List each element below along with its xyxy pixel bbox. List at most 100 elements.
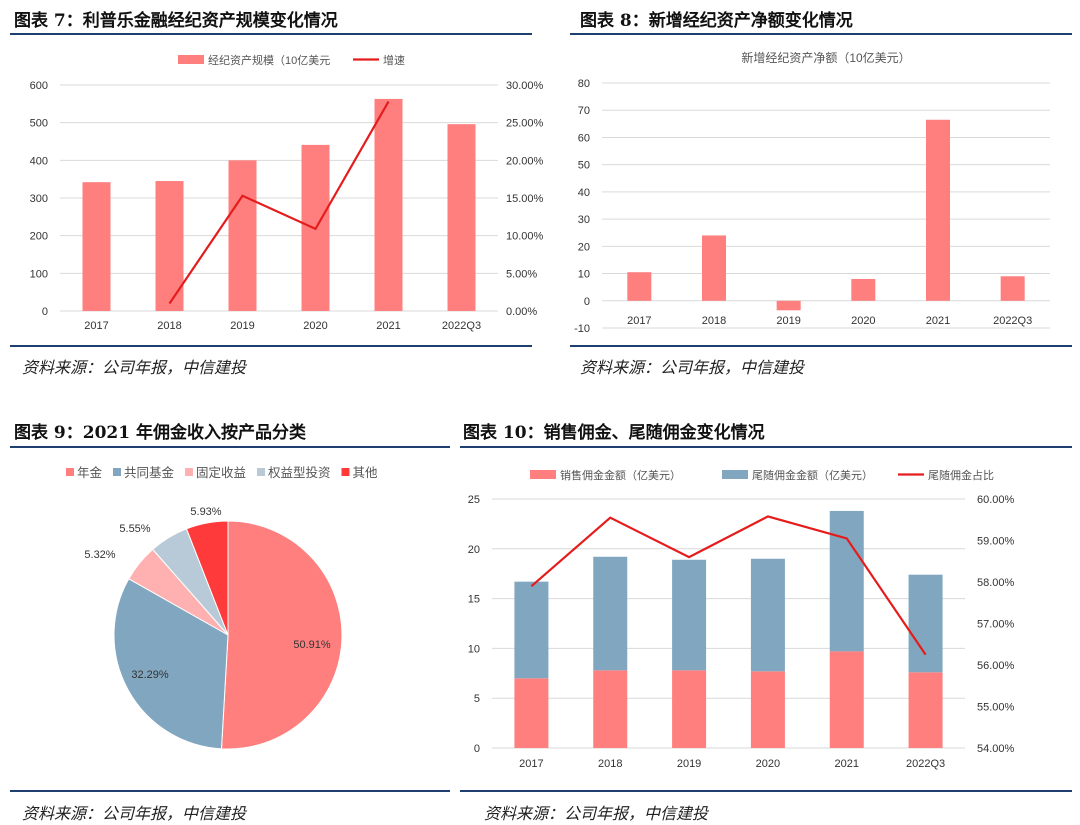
chart10-bar-trailing bbox=[829, 510, 864, 652]
chart9-value-label: 5.93% bbox=[190, 506, 221, 518]
chart9-legend-swatch bbox=[66, 468, 74, 476]
chart7-top-rule bbox=[10, 33, 532, 35]
chart7-xtick-label: 2019 bbox=[230, 320, 254, 332]
chart9-value-label: 32.29% bbox=[131, 669, 169, 681]
chart7-xtick-label: 2021 bbox=[376, 320, 400, 332]
chart10-ytick-label: 15 bbox=[468, 594, 480, 606]
chart7-title: 图表 7：利普乐金融经纪资产规模变化情况 bbox=[14, 11, 338, 31]
chart10-xtick-label: 2022Q3 bbox=[906, 758, 945, 770]
chart10-ytick-label: 10 bbox=[468, 643, 480, 655]
chart10-ytick-label: 5 bbox=[474, 693, 480, 705]
chart10-source: 资料来源：公司年报，中信建投 bbox=[484, 804, 709, 823]
chart7-source: 资料来源：公司年报，中信建投 bbox=[22, 358, 247, 377]
chart7-legend-label-line: 增速 bbox=[383, 53, 405, 67]
chart8-ytick-label: 30 bbox=[578, 214, 590, 226]
chart9-value-label: 5.32% bbox=[84, 549, 115, 561]
chart8-bar bbox=[926, 119, 950, 301]
chart9-bottom-rule bbox=[10, 790, 450, 792]
chart7-y2tick-label: 25.00% bbox=[506, 118, 544, 130]
chart10-bar-sales bbox=[672, 670, 707, 748]
chart9-legend-label: 权益型投资 bbox=[268, 465, 331, 480]
chart10-bar-trailing bbox=[672, 559, 707, 671]
chart10-xtick-label: 2020 bbox=[756, 758, 780, 770]
chart8-ytick-label: 50 bbox=[578, 160, 590, 172]
chart8-xtick-label: 2019 bbox=[776, 315, 800, 327]
chart9-legend-swatch bbox=[113, 468, 121, 476]
chart10-bar-trailing bbox=[750, 558, 785, 672]
chart10-bar-sales bbox=[514, 678, 549, 748]
chart10-bar-trailing bbox=[908, 574, 943, 673]
chart8-ytick-label: 0 bbox=[584, 296, 590, 308]
chart9-source: 资料来源：公司年报，中信建投 bbox=[22, 804, 247, 823]
chart8-bar bbox=[851, 279, 876, 301]
chart10-y2tick-label: 57.00% bbox=[977, 619, 1015, 631]
chart7-y2tick-label: 0.00% bbox=[506, 306, 537, 318]
chart10-legend-label-ratio: 尾随佣金占比 bbox=[928, 468, 994, 482]
chart10-ytick-label: 0 bbox=[474, 743, 480, 755]
chart7-xtick-label: 2017 bbox=[84, 320, 108, 332]
chart10-xtick-label: 2019 bbox=[677, 758, 701, 770]
chart8-xtick-label: 2017 bbox=[627, 315, 651, 327]
chart9-legend-swatch bbox=[341, 468, 350, 476]
chart10-ytick-label: 20 bbox=[468, 544, 480, 556]
chart8-ytick-label: 20 bbox=[578, 241, 590, 253]
chart8-title: 图表 8：新增经纪资产净额变化情况 bbox=[580, 11, 853, 31]
chart9-slice bbox=[113, 578, 229, 750]
chart8-ytick-label: 80 bbox=[578, 78, 590, 90]
chart10-y2tick-label: 60.00% bbox=[977, 494, 1015, 506]
chart7-ytick-label: 0 bbox=[42, 306, 48, 318]
chart9-top-rule bbox=[10, 446, 450, 448]
chart7-bar bbox=[82, 182, 111, 311]
chart9-slice bbox=[220, 520, 343, 750]
chart10-bar-trailing bbox=[514, 581, 549, 679]
chart8-bar bbox=[627, 272, 652, 301]
chart8-source: 资料来源：公司年报，中信建投 bbox=[580, 358, 805, 377]
chart7-y2tick-label: 15.00% bbox=[506, 193, 544, 205]
chart8-svg: -10 0 10 20 30 40 50 60 70 80 2017 2018 2019 2020 2021… bbox=[574, 50, 1050, 335]
chart10-bar-sales bbox=[829, 651, 864, 748]
chart7-y2tick-label: 5.00% bbox=[506, 268, 537, 280]
chart10-bar-trailing bbox=[593, 556, 628, 671]
chart9-legend-swatch bbox=[257, 468, 265, 476]
chart8-bar bbox=[702, 235, 726, 301]
chart9-legend-label: 共同基金 bbox=[124, 465, 175, 480]
chart10-y2tick-label: 55.00% bbox=[977, 702, 1015, 714]
chart7-bar bbox=[228, 160, 257, 311]
chart10-y2tick-label: 59.00% bbox=[977, 536, 1015, 548]
chart10-title: 图表 10：销售佣金、尾随佣金变化情况 bbox=[463, 423, 765, 443]
chart7-y2tick-label: 20.00% bbox=[506, 155, 544, 167]
chart7-y2tick-label: 10.00% bbox=[506, 231, 544, 243]
chart7-svg: 0 100 200 300 400 500 600 0.00% 5.00% 10.00% 15.00… bbox=[30, 53, 544, 332]
chart10-legend-swatch-sales bbox=[530, 470, 556, 479]
chart8-chart-title: 新增经纪资产净额（10亿美元） bbox=[741, 50, 910, 65]
chart9-title: 图表 9：2021 年佣金收入按产品分类 bbox=[14, 423, 306, 443]
chart7-ytick-label: 600 bbox=[30, 80, 48, 92]
chart7-bar bbox=[447, 124, 476, 311]
chart7-xtick-label: 2022Q3 bbox=[442, 320, 481, 332]
chart7-xtick-label: 2020 bbox=[303, 320, 327, 332]
chart8-ytick-label: 70 bbox=[578, 105, 590, 117]
chart7-legend-label-bar: 经纪资产规模（10亿美元 bbox=[208, 53, 330, 67]
chart10-ytick-label: 25 bbox=[468, 494, 480, 506]
chart8-ytick-label: 10 bbox=[578, 269, 590, 281]
chart8-xtick-label: 2021 bbox=[926, 315, 950, 327]
chart10-bottom-rule bbox=[460, 790, 1072, 792]
chart10-xtick-label: 2017 bbox=[519, 758, 543, 770]
chart10-xtick-label: 2018 bbox=[598, 758, 622, 770]
chart10-bar-sales bbox=[908, 672, 943, 748]
chart8-bottom-rule bbox=[570, 345, 1072, 347]
chart8-ytick-label: 40 bbox=[578, 187, 590, 199]
chart9-svg: 50.91% 32.29% 5.32% 5.55% 5.93% 年金 共同基金 固定收益 权益型… bbox=[66, 465, 378, 750]
chart7-ytick-label: 200 bbox=[30, 231, 48, 243]
chart8-xtick-label: 2022Q3 bbox=[993, 315, 1032, 327]
chart10-bar-sales bbox=[593, 670, 628, 748]
chart7-ytick-label: 400 bbox=[30, 155, 48, 167]
chart9-legend-label: 固定收益 bbox=[196, 465, 246, 480]
chart7-ytick-label: 500 bbox=[30, 118, 48, 130]
chart10-ratio-line bbox=[530, 515, 927, 656]
chart8-xtick-label: 2020 bbox=[851, 315, 875, 327]
chart9-legend-swatch bbox=[185, 468, 193, 476]
chart7-bar bbox=[155, 181, 184, 311]
chart9-value-label: 50.91% bbox=[293, 639, 331, 651]
chart9-slice bbox=[185, 520, 229, 636]
